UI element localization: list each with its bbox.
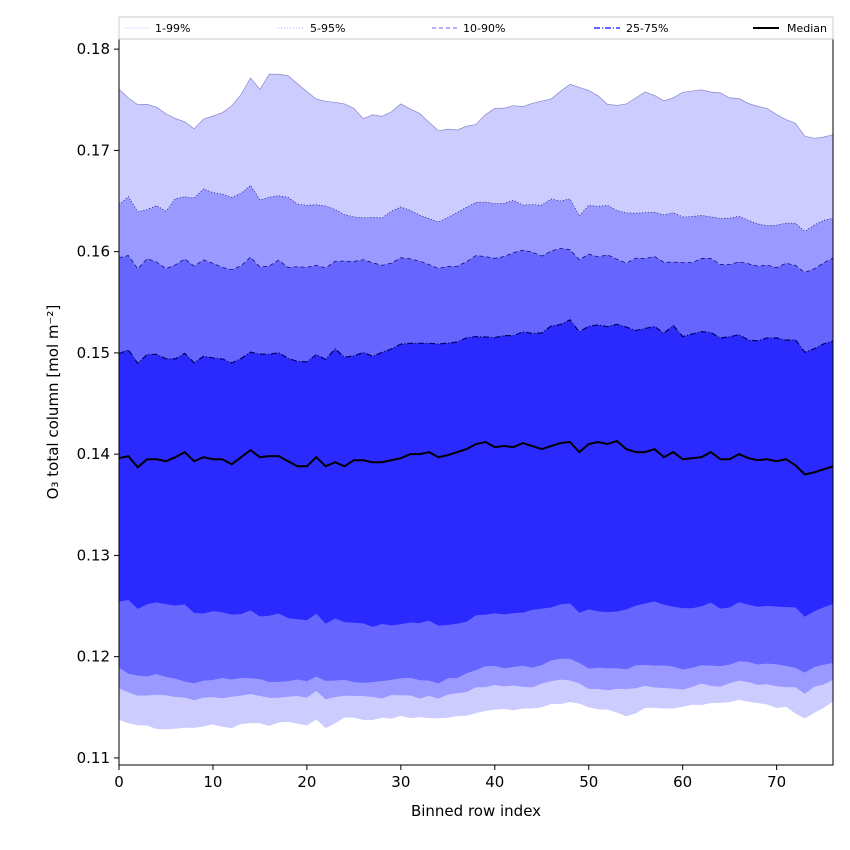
y-tick-label: 0.11 bbox=[77, 749, 110, 767]
band-edge-1-99% bbox=[119, 73, 833, 139]
y-tick-label: 0.13 bbox=[77, 546, 110, 564]
x-tick-label: 70 bbox=[767, 773, 786, 791]
x-tick-label: 0 bbox=[114, 773, 124, 791]
band-edge-25-75% bbox=[119, 319, 833, 365]
band-25-75% bbox=[119, 319, 833, 627]
x-tick-label: 10 bbox=[203, 773, 222, 791]
x-tick-label: 30 bbox=[391, 773, 410, 791]
y-tick-label: 0.18 bbox=[77, 40, 110, 58]
x-tick-label: 50 bbox=[579, 773, 598, 791]
y-tick-label: 0.14 bbox=[77, 445, 110, 463]
band-edge-10-90% bbox=[119, 248, 833, 273]
x-tick-label: 20 bbox=[297, 773, 316, 791]
legend-entry: 1-99% bbox=[155, 22, 190, 35]
legend-entry: Median bbox=[787, 22, 827, 35]
legend-entry: 5-95% bbox=[310, 22, 345, 35]
legend-entry: 10-90% bbox=[463, 22, 505, 35]
median-line bbox=[119, 439, 833, 476]
y-tick-label: 0.16 bbox=[77, 243, 110, 261]
legend-entry: 25-75% bbox=[626, 22, 668, 35]
y-axis-label: O₃ total column [mol m⁻²] bbox=[44, 305, 62, 500]
x-tick-label: 40 bbox=[485, 773, 504, 791]
x-tick-label: 60 bbox=[673, 773, 692, 791]
y-axis: 0.11 0.12 0.13 0.14 0.15 0.16 0.17 0.18 bbox=[77, 40, 119, 767]
y-tick-label: 0.12 bbox=[77, 648, 110, 666]
x-axis-label: Binned row index bbox=[411, 802, 541, 820]
x-axis: 0 10 20 30 40 50 60 70 bbox=[114, 765, 786, 791]
y-tick-label: 0.17 bbox=[77, 141, 110, 159]
legend: 1-99% 5-95% 10-90% 25-75% Median bbox=[118, 16, 834, 40]
y-tick-label: 0.15 bbox=[77, 344, 110, 362]
plot-area bbox=[119, 73, 833, 730]
legend-box bbox=[118, 16, 834, 40]
